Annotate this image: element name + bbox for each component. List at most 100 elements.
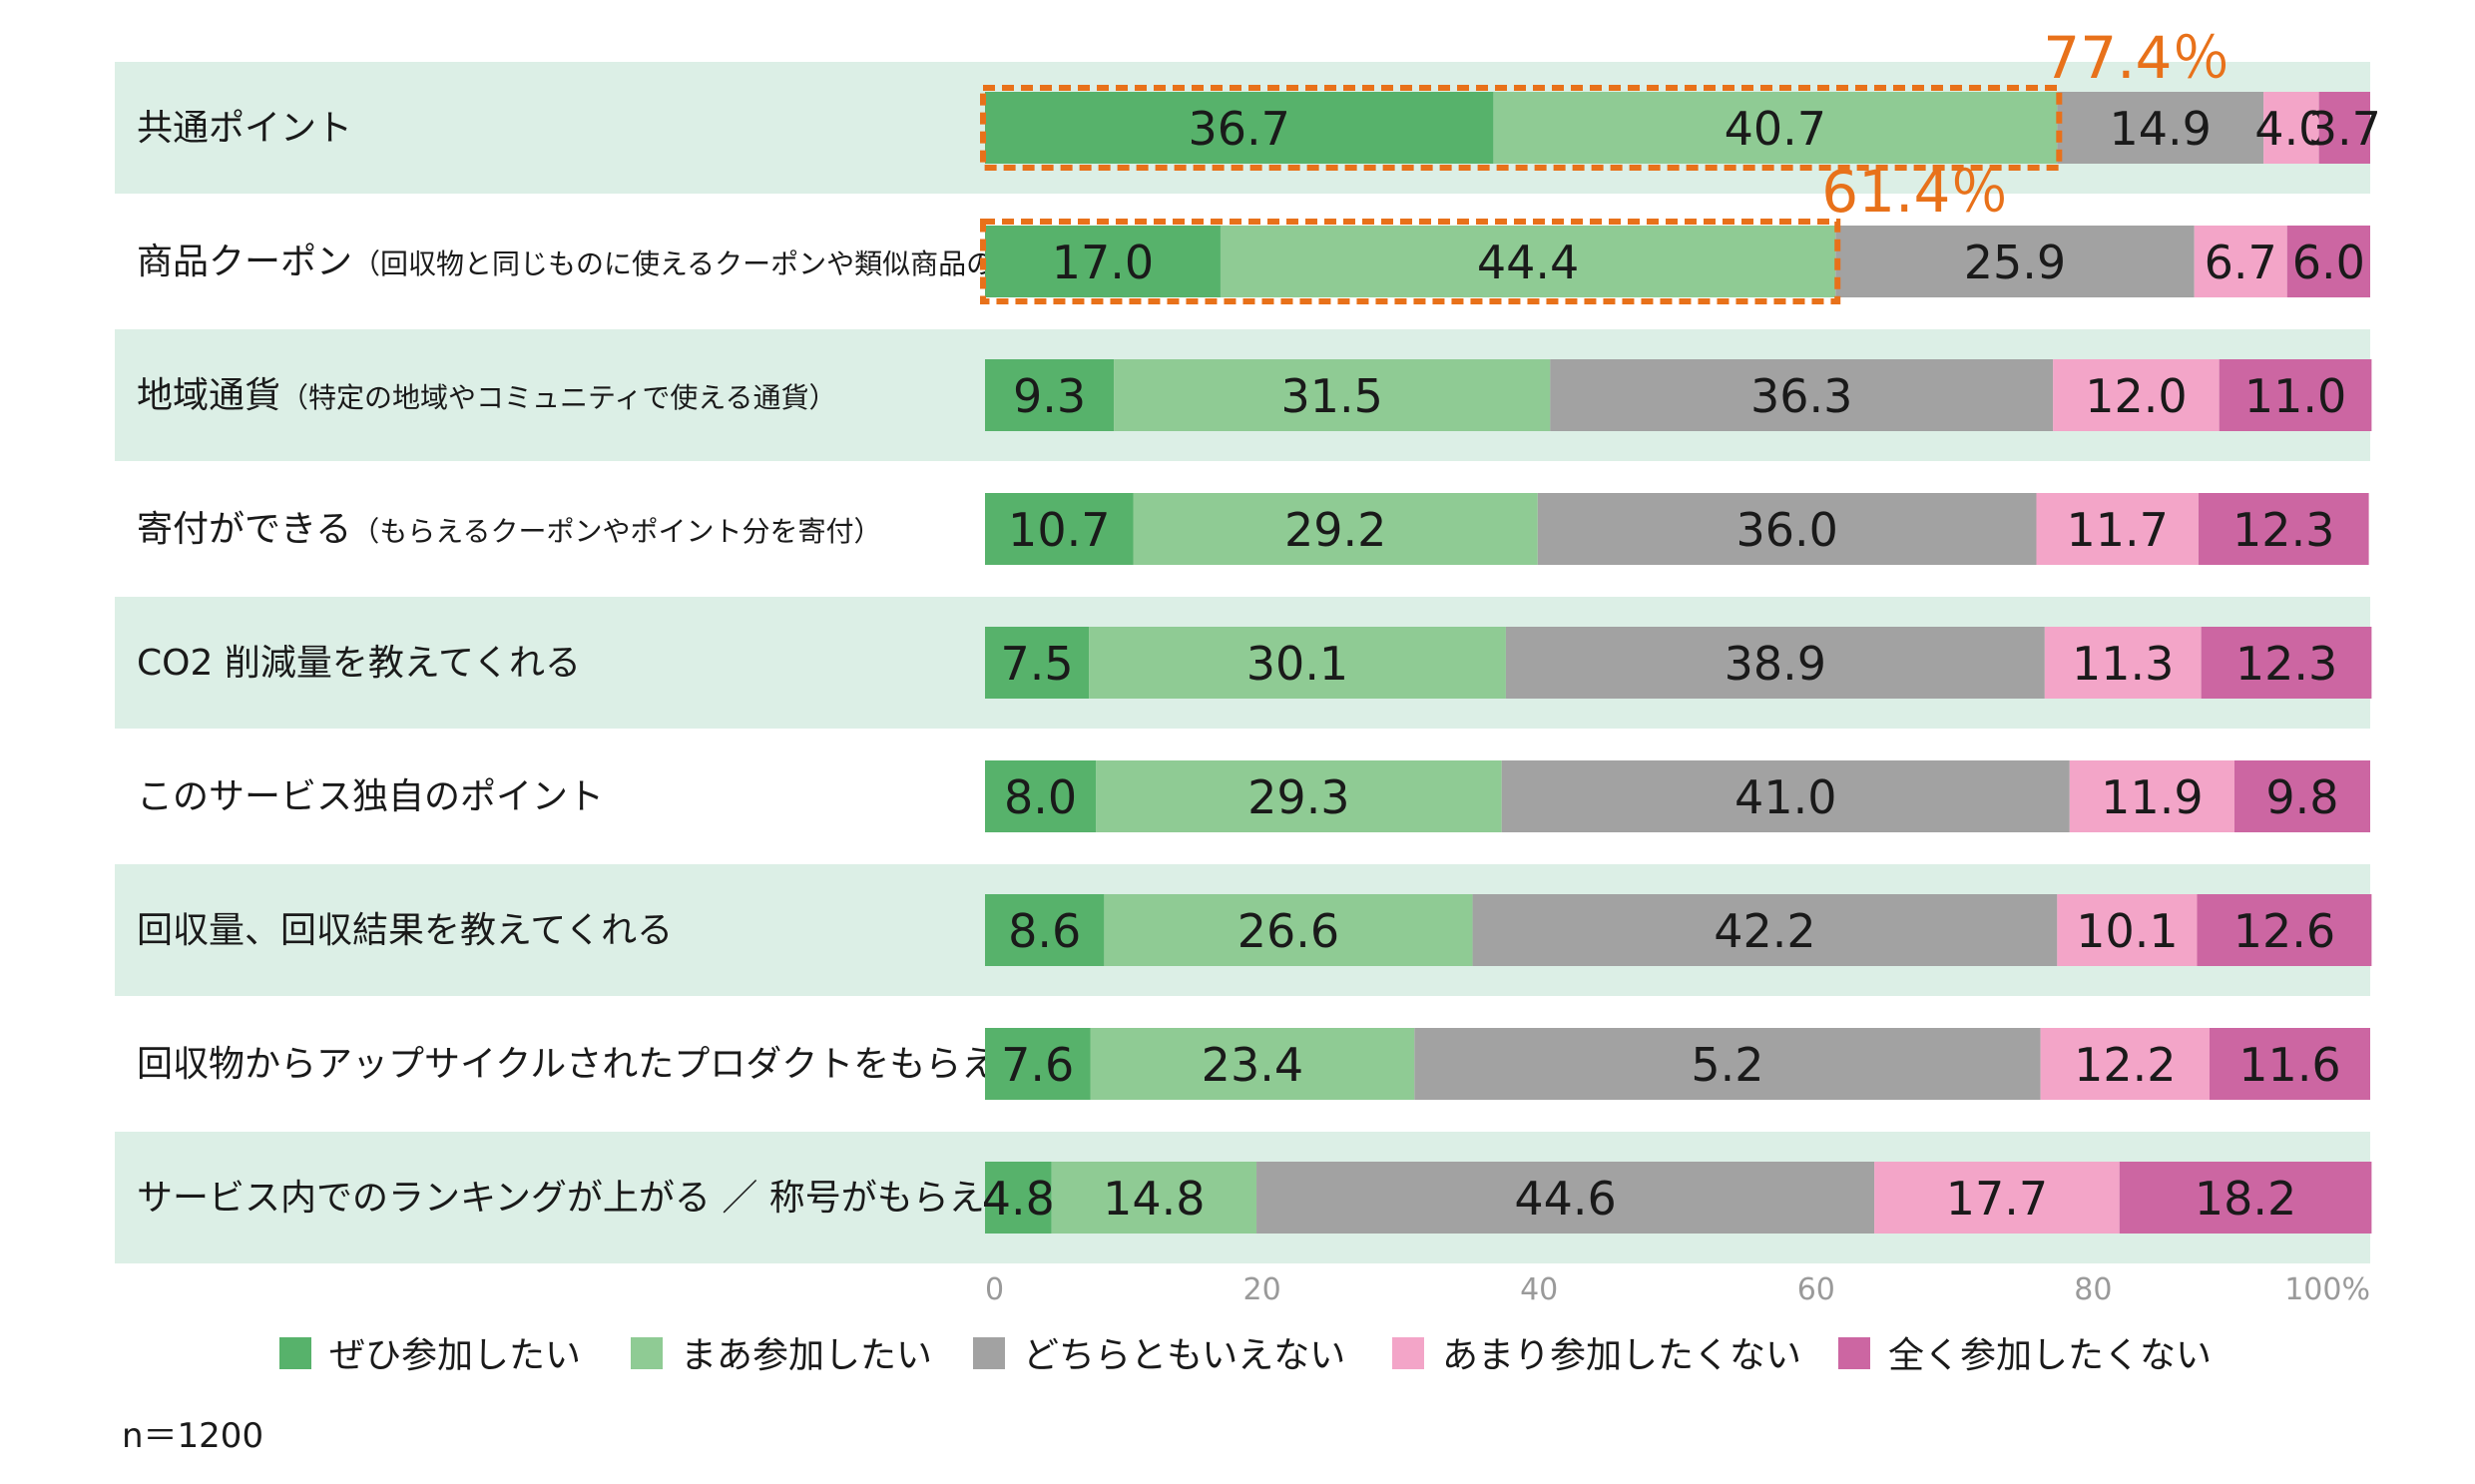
bar-segment xyxy=(2040,1028,2210,1100)
bar-segment xyxy=(2318,92,2370,164)
data-label: 12.2 xyxy=(2074,1038,2176,1092)
row-label-main: CO2 削減量を教えてくれる xyxy=(137,643,581,684)
data-label: 12.3 xyxy=(2232,503,2334,557)
row-label-sub: （特定の地域やコミュニティで使える通貨） xyxy=(280,381,836,414)
data-label: 3.7 xyxy=(2308,102,2381,156)
data-label: 44.4 xyxy=(1477,236,1579,289)
bar-segment xyxy=(2263,92,2319,164)
bar-segment xyxy=(1874,1162,2120,1234)
data-label: 30.1 xyxy=(1246,637,1348,691)
callouts: 77.4％ 61.4％ xyxy=(980,24,2229,304)
bar-segment xyxy=(1493,92,2058,164)
data-label: 9.8 xyxy=(2265,770,2338,824)
data-label: 31.5 xyxy=(1280,369,1382,423)
bar-segment xyxy=(2119,1162,2372,1234)
legend-label: まあ参加したい xyxy=(681,1335,932,1376)
x-tick-label: 0 xyxy=(985,1272,1004,1307)
legend: ぜひ参加したい まあ参加したい どちらともいえない あまり参加したくない 全く参加したく… xyxy=(279,1335,2212,1376)
bar-segment xyxy=(1104,894,1473,966)
bar-segment xyxy=(2194,226,2287,297)
legend-swatch xyxy=(279,1337,311,1369)
bar-segment xyxy=(1550,359,2054,431)
data-label: 44.6 xyxy=(1514,1172,1616,1226)
data-label: 23.4 xyxy=(1202,1038,1303,1092)
bar-segment xyxy=(985,1028,1091,1100)
bar-segment xyxy=(2198,493,2369,565)
bar-segment xyxy=(1220,226,1836,297)
bar-segment xyxy=(985,226,1221,297)
bar-segment xyxy=(2219,359,2372,431)
data-label: 7.6 xyxy=(1001,1038,1074,1092)
bar-segment xyxy=(2197,894,2372,966)
legend-swatch xyxy=(631,1337,663,1369)
bar-segment xyxy=(2044,627,2202,699)
data-label: 7.5 xyxy=(1000,637,1073,691)
legend-swatch xyxy=(1838,1337,1870,1369)
row-label-main: サービス内でのランキングが上がる ／ 称号がもらえる xyxy=(137,1178,1020,1219)
data-label: 11.7 xyxy=(2066,503,2168,557)
data-label: 8.0 xyxy=(1004,770,1077,824)
bar-segment xyxy=(1505,627,2045,699)
row-label-main: 共通ポイント xyxy=(137,108,352,149)
data-label: 42.2 xyxy=(1714,904,1815,958)
bar-segment xyxy=(1414,1028,2041,1100)
row-label: 回収物からアップサイクルされたプロダクトをもらえる xyxy=(137,1044,1032,1085)
row-label-sub: （もらえるクーポンやポイント分を寄付） xyxy=(351,515,881,548)
bar-segment xyxy=(1051,1162,1257,1234)
bar-segment xyxy=(2057,92,2264,164)
legend-label: どちらともいえない xyxy=(1023,1335,1345,1376)
bar-segment xyxy=(1256,1162,1875,1234)
bar-segment xyxy=(2286,226,2370,297)
data-label: 36.0 xyxy=(1735,503,1837,557)
legend-label: 全く参加したくない xyxy=(1888,1335,2212,1376)
data-label: 18.2 xyxy=(2195,1172,2296,1226)
data-label: 29.3 xyxy=(1247,770,1349,824)
x-tick-label: 100% xyxy=(2284,1272,2370,1307)
row-label-main: 寄付ができる xyxy=(137,509,351,550)
row-label: 共通ポイント xyxy=(137,108,352,149)
bar-segment xyxy=(985,894,1105,966)
bar-segment xyxy=(1472,894,2058,966)
bar-segment xyxy=(1835,226,2195,297)
data-label: 17.7 xyxy=(1946,1172,2048,1226)
data-label: 12.0 xyxy=(2085,369,2187,423)
bar-segment xyxy=(2233,760,2370,832)
bar-segment xyxy=(1114,359,1551,431)
callout-frame xyxy=(980,219,1841,304)
row-label-main: 回収物からアップサイクルされたプロダクトをもらえる xyxy=(137,1044,1032,1085)
bars: 36.7 40.7 14.9 4.03.7 17.0 44.4 25.9 6.7 6.0 9.3 3… xyxy=(982,92,2381,1234)
bar-segment xyxy=(2057,894,2198,966)
row-label: サービス内でのランキングが上がる ／ 称号がもらえる xyxy=(137,1178,1020,1219)
x-axis: 0 20 40 60 80 100% xyxy=(985,1272,2370,1307)
row-label: 寄付ができる（もらえるクーポンやポイント分を寄付） xyxy=(137,509,881,550)
bar-segment xyxy=(985,760,1097,832)
data-label: 6.0 xyxy=(2292,236,2365,289)
row-label-main: このサービス独自のポイント xyxy=(137,776,604,817)
callout-frame xyxy=(980,85,2063,171)
bar-segment xyxy=(1501,760,2070,832)
row-labels: 共通ポイント商品クーポン（回収物と同じものに使えるクーポンや類似商品のクーポン）… xyxy=(137,108,1134,1219)
data-label: 10.7 xyxy=(1008,503,1110,557)
callout-total: 77.4％ xyxy=(2043,24,2229,92)
row-label: 地域通貨（特定の地域やコミュニティで使える通貨） xyxy=(137,375,837,416)
x-tick-label: 60 xyxy=(1797,1272,1835,1307)
data-label: 8.6 xyxy=(1008,904,1081,958)
bar-segment xyxy=(985,493,1134,565)
legend-swatch xyxy=(1392,1337,1424,1369)
data-label: 6.7 xyxy=(2205,236,2277,289)
x-tick-label: 20 xyxy=(1243,1272,1281,1307)
data-label: 11.0 xyxy=(2244,369,2346,423)
data-label: 12.6 xyxy=(2233,904,2335,958)
data-label: 36.3 xyxy=(1750,369,1852,423)
bar-segment xyxy=(2036,493,2199,565)
data-label: 29.2 xyxy=(1284,503,1386,557)
bar-segment xyxy=(985,92,1494,164)
bar-segment xyxy=(2053,359,2220,431)
bar-segment xyxy=(1537,493,2037,565)
legend-label: ぜひ参加したい xyxy=(329,1335,581,1376)
data-label: 11.9 xyxy=(2101,770,2203,824)
bar-segment xyxy=(1096,760,1502,832)
data-label: 11.6 xyxy=(2238,1038,2340,1092)
data-label: 4.8 xyxy=(982,1172,1055,1226)
